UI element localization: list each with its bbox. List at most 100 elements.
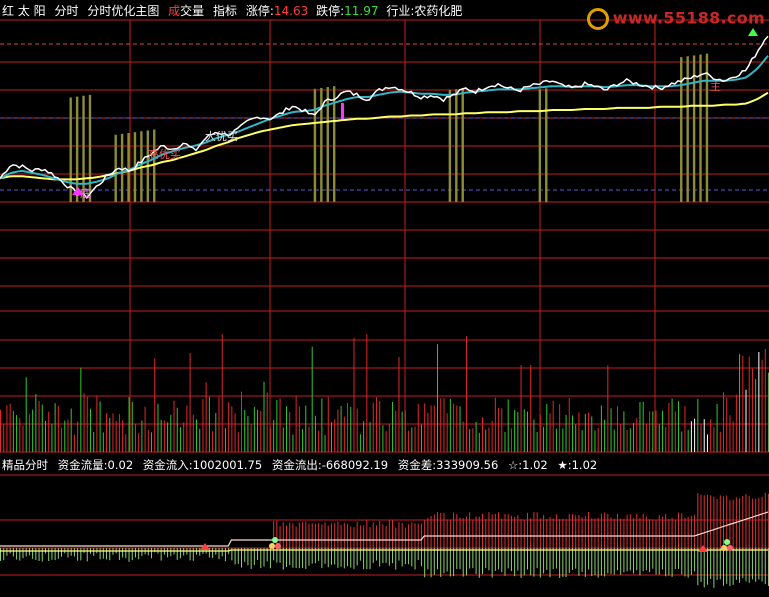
flow-in-bar-92 (295, 526, 297, 548)
flow-in-bar-224 (719, 495, 721, 548)
indicator-menu[interactable]: 指标 (213, 4, 238, 18)
flow-out-bar-84 (269, 548, 271, 569)
flow-in-bar-181 (581, 517, 583, 548)
flow-out-bar-158 (507, 548, 509, 569)
flow-out-bar-190 (610, 548, 612, 575)
volume-bar-4 (12, 411, 14, 452)
volume-bar-95 (305, 405, 307, 452)
flow-in-bar-133 (427, 517, 429, 548)
flow-out-bar-43 (138, 548, 140, 560)
volume-bar-47 (151, 432, 153, 452)
flow-out-bar-193 (620, 548, 622, 575)
flow-out-bar-57 (183, 548, 185, 556)
flow-out-bar-131 (420, 548, 422, 567)
flow-up-arrow-2 (698, 545, 708, 552)
flow-out-bar-147 (472, 548, 474, 569)
volume-bar-11 (35, 394, 37, 452)
magenta-marker (341, 103, 344, 119)
flow-out-bar-99 (318, 548, 320, 561)
volume-bar-18 (57, 406, 59, 452)
volume-bar-67 (215, 412, 217, 452)
volume-bar-227 (729, 415, 731, 452)
limit-down: 跌停:11.97 (316, 4, 379, 18)
signal-bar-1-38 (120, 133, 124, 202)
volume-bar-164 (526, 411, 528, 452)
volume-bar-23 (73, 434, 75, 452)
flow-in-bar-95 (305, 521, 307, 548)
volume-label[interactable]: 成交量 (168, 4, 205, 18)
volume-bar-141 (453, 403, 455, 452)
flow-out-bar-161 (517, 548, 519, 571)
volume-bar-40 (128, 397, 130, 452)
flow-out-bar-121 (388, 548, 390, 566)
volume-bar-81 (260, 410, 262, 452)
volume-bar-238 (764, 349, 766, 452)
volume-bar-150 (482, 417, 484, 452)
sub-title[interactable]: 精品分时 (2, 458, 48, 472)
volume-bar-229 (735, 394, 737, 452)
volume-bar-213 (684, 405, 686, 452)
flow-out-bar-139 (446, 548, 448, 572)
flow-in-bar-177 (568, 513, 570, 548)
flow-out-bar-102 (327, 548, 329, 568)
volume-bar-49 (157, 403, 159, 452)
flow-out-bar-223 (716, 548, 718, 580)
volume-bar-56 (179, 427, 181, 452)
volume-bar-76 (244, 409, 246, 452)
volume-bar-123 (395, 410, 397, 452)
flow-in-bar-90 (289, 522, 291, 548)
flow-out-bar-52 (167, 548, 169, 558)
volume-bar-144 (462, 421, 464, 452)
flow-out-bar-13 (41, 548, 43, 562)
flow-in-bar-206 (661, 516, 663, 548)
flow-out-bar-189 (607, 548, 609, 574)
flow-in-bar-219 (703, 495, 705, 548)
volume-bar-221 (710, 419, 712, 452)
volume-bar-22 (70, 408, 72, 452)
capital-flow-header: 精品分时 资金流量:0.02 资金流入:1002001.75 资金流出:-668… (2, 457, 603, 473)
signal-bar-4-170 (545, 88, 548, 202)
flow-out-bar-23 (73, 548, 75, 557)
flow-in-bar-216 (694, 514, 696, 548)
volume-bar-126 (404, 410, 406, 452)
flow-in-bar-89 (285, 525, 287, 548)
volume-bar-234 (751, 368, 753, 452)
volume-bar-173 (555, 428, 557, 452)
flow-in-bar-141 (453, 512, 455, 548)
flow-out-bar-175 (562, 548, 564, 577)
flow-out-bar-47 (151, 548, 153, 559)
view-mode[interactable]: 分时 (54, 4, 79, 18)
flow-out-bar-31 (99, 548, 101, 560)
flow-out-bar-114 (366, 548, 368, 570)
volume-bar-44 (141, 420, 143, 452)
volume-bar-160 (514, 410, 516, 452)
flow-out-bar-222 (713, 548, 715, 588)
flow-in-bar-121 (388, 520, 390, 548)
volume-bar-96 (308, 426, 310, 452)
volume-bar-71 (228, 402, 230, 452)
flow-out-bar-216 (694, 548, 696, 572)
flow-in-bar-87 (279, 526, 281, 548)
flow-in-bar-161 (517, 515, 519, 548)
flow-out-bar-187 (600, 548, 602, 576)
flow-in-bar-187 (600, 513, 602, 548)
flow-in-bar-233 (748, 495, 750, 548)
flow-in-bar-211 (678, 512, 680, 548)
volume-bar-32 (102, 432, 104, 452)
flow-in-bar-188 (604, 512, 606, 548)
flow-out-bar-200 (642, 548, 644, 572)
flow-out-bar-134 (430, 548, 432, 578)
flow-in-bar-153 (491, 514, 493, 548)
volume-bar-15 (48, 411, 50, 452)
main-chart-name[interactable]: 分时优化主图 (87, 4, 160, 18)
volume-bar-121 (388, 423, 390, 452)
volume-bar-155 (498, 407, 500, 452)
flow-out-bar-217 (697, 548, 699, 586)
flow-in-bar-126 (404, 527, 406, 548)
flow-out-bar-11 (35, 548, 37, 560)
flow-in-bar-201 (645, 516, 647, 548)
volume-bar-65 (208, 396, 210, 452)
volume-bar-105 (337, 409, 339, 452)
volume-bar-147 (472, 428, 474, 452)
